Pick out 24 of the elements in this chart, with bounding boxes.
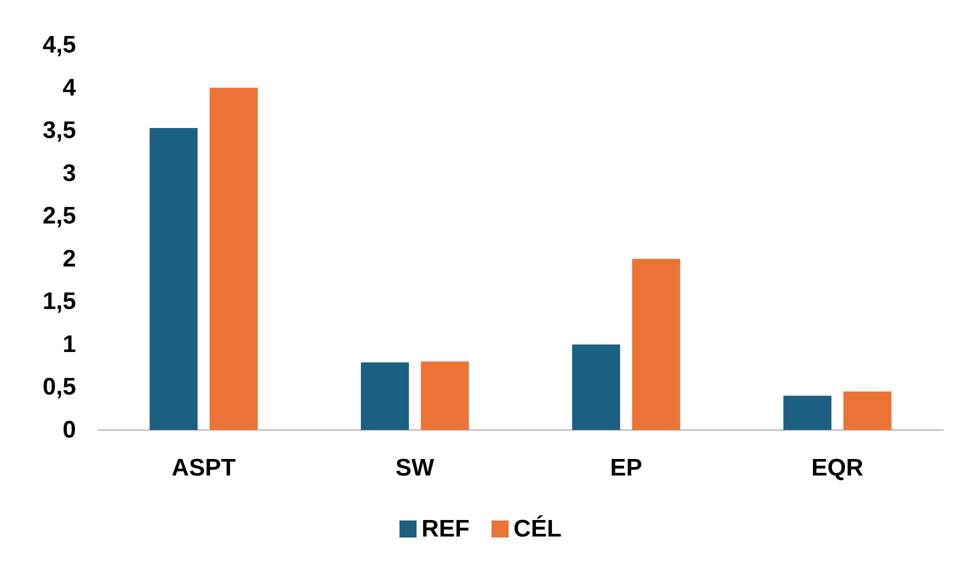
bar <box>210 88 258 430</box>
x-tick-label: SW <box>396 454 435 482</box>
x-tick-label: EQR <box>811 454 864 482</box>
y-tick-label: 1 <box>62 330 76 358</box>
legend-label: CÉL <box>514 514 562 542</box>
bar <box>150 128 198 430</box>
y-tick-label: 2 <box>62 245 76 272</box>
y-tick-label: 2,5 <box>42 202 76 230</box>
y-tick-label: 0 <box>62 416 76 444</box>
bar <box>572 344 620 430</box>
y-tick-label: 0,5 <box>42 374 76 401</box>
legend-label: REF <box>422 516 470 542</box>
y-tick-label: 4 <box>62 74 77 102</box>
x-tick-label: ASPT <box>172 454 236 482</box>
bar <box>632 258 680 430</box>
x-tick-label: EP <box>610 454 642 482</box>
bar <box>420 362 469 430</box>
bar <box>360 362 409 430</box>
y-tick-label: 3 <box>62 160 76 187</box>
bar <box>843 392 892 430</box>
bar <box>783 396 832 430</box>
y-tick-label: 4,5 <box>42 32 76 58</box>
y-tick-label: 1,5 <box>42 288 76 316</box>
y-tick-label: 3,5 <box>42 117 76 144</box>
